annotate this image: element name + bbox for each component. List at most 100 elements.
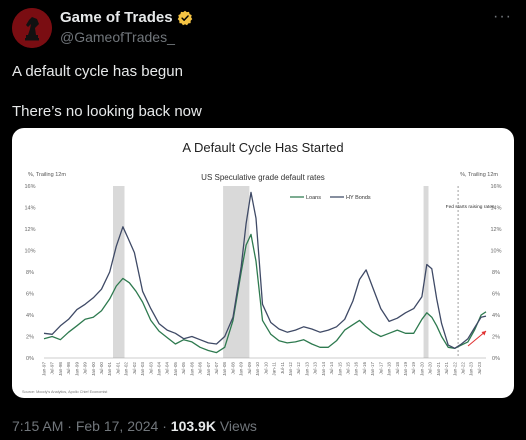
- x-tick-label: Jul-22: [460, 362, 465, 375]
- legend: Loans HY Bonds: [290, 195, 371, 201]
- x-tick-label: Jul-06: [198, 362, 203, 375]
- y-tick-label-right: 14%: [490, 206, 501, 212]
- x-tick-label: Jan-15: [337, 362, 342, 376]
- y-tick-label-right: 16%: [490, 184, 501, 190]
- recession-band: [113, 186, 125, 358]
- left-axis-label: %, Trailing 12m: [28, 172, 66, 178]
- views-label: Views: [219, 418, 257, 434]
- legend-loans-label: Loans: [306, 195, 321, 201]
- author-handle[interactable]: @GameofTrades_: [60, 29, 175, 45]
- y-tick-label-right: 2%: [492, 335, 500, 341]
- y-tick-label-right: 6%: [492, 292, 500, 298]
- y-tick-label-right: 12%: [490, 227, 501, 233]
- y-tick-label-left: 2%: [26, 335, 34, 341]
- x-tick-label: Jul-97: [50, 362, 55, 375]
- x-tick-label: Jul-15: [345, 362, 350, 375]
- trend-arrow-head: [481, 331, 486, 336]
- x-axis-ticks: Jan-97 Jul-97 Jan-98 Jul-98 Jan-99 Jul-99 Jan-…: [42, 362, 482, 376]
- x-tick-label: Jan-20: [419, 362, 424, 376]
- y-tick-label-left: 12%: [24, 227, 35, 233]
- x-tick-label: Jul-11: [280, 362, 285, 375]
- tweet-text-line: A default cycle has begun: [12, 63, 183, 80]
- x-tick-label: Jan-03: [140, 362, 145, 376]
- x-tick-label: Jan-23: [469, 362, 474, 376]
- x-tick-label: Jan-16: [354, 362, 359, 376]
- y-tick-label-left: 4%: [26, 313, 34, 319]
- avatar[interactable]: [12, 8, 52, 48]
- x-tick-label: Jan-07: [206, 362, 211, 376]
- meta-separator: ·: [67, 418, 72, 434]
- views-count[interactable]: 103.9K: [170, 418, 216, 434]
- series-line-loans: [43, 233, 487, 354]
- x-tick-label: Jul-08: [230, 362, 235, 375]
- x-tick-label: Jul-12: [296, 362, 301, 375]
- chess-knight-logo-icon: [12, 8, 52, 48]
- x-tick-label: Jan-04: [157, 362, 162, 376]
- x-tick-label: Jan-11: [272, 362, 277, 376]
- x-tick-label: Jan-10: [255, 362, 260, 376]
- y-axis-ticks: 0% 0% 2% 2% 4% 4% 6% 6% 8% 8% 10% 10% 12% 12% 14% 14% 16…: [24, 184, 501, 362]
- x-tick-label: Jan-19: [403, 362, 408, 376]
- x-tick-label: Jul-18: [395, 362, 400, 375]
- y-tick-label-left: 14%: [24, 206, 35, 212]
- x-tick-label: Jul-02: [132, 362, 137, 375]
- meta-separator: ·: [162, 418, 167, 434]
- x-tick-label: Jul-23: [477, 362, 482, 375]
- x-tick-label: Jul-14: [329, 362, 334, 375]
- x-tick-label: Jul-21: [444, 362, 449, 375]
- x-tick-label: Jul-05: [181, 362, 186, 375]
- x-tick-label: Jan-05: [173, 362, 178, 376]
- tweet-meta: 7:15 AM · Feb 17, 2024 · 103.9K Views: [12, 418, 257, 434]
- x-tick-label: Jan-00: [91, 362, 96, 376]
- x-tick-label: Jan-21: [436, 362, 441, 376]
- tweet-date[interactable]: Feb 17, 2024: [75, 418, 159, 434]
- verified-badge-icon: [177, 10, 192, 25]
- x-tick-label: Jan-99: [74, 362, 79, 376]
- x-tick-label: Jul-09: [247, 362, 252, 375]
- x-tick-label: Jan-09: [239, 362, 244, 376]
- chart-source: Source: Moody's Analytics, Apollo Chief …: [22, 390, 108, 394]
- y-tick-label-left: 6%: [26, 292, 34, 298]
- x-tick-label: Jan-14: [321, 362, 326, 376]
- series-line-hy-bonds: [43, 191, 487, 349]
- x-tick-label: Jul-17: [378, 362, 383, 375]
- x-tick-label: Jan-06: [189, 362, 194, 376]
- more-options-icon[interactable]: ···: [493, 8, 512, 25]
- y-tick-label-left: 16%: [24, 184, 35, 190]
- x-tick-label: Jul-07: [214, 362, 219, 375]
- default-rate-chart: A Default Cycle Has Started US Speculati…: [22, 140, 502, 394]
- tweet-text-line: There’s no looking back now: [12, 103, 202, 120]
- x-tick-label: Jul-98: [66, 362, 71, 375]
- y-tick-label-left: 8%: [26, 270, 34, 276]
- right-axis-label: %, Trailing 12m: [460, 172, 498, 178]
- series-lines: [43, 191, 487, 354]
- fed-annotation: Fed starts raising rates: [446, 204, 495, 210]
- x-tick-label: Jul-00: [99, 362, 104, 375]
- tweet-text: A default cycle has begun There’s no loo…: [12, 62, 202, 122]
- x-tick-label: Jan-22: [452, 362, 457, 376]
- y-tick-label-left: 0%: [26, 356, 34, 362]
- chart-image-card[interactable]: A Default Cycle Has Started US Speculati…: [12, 128, 514, 398]
- author-name-row[interactable]: Game of Trades: [60, 9, 193, 26]
- x-tick-label: Jul-20: [428, 362, 433, 375]
- x-tick-label: Jul-01: [115, 362, 120, 375]
- x-tick-label: Jan-08: [222, 362, 227, 376]
- x-tick-label: Jul-19: [411, 362, 416, 375]
- chart-subtitle: US Speculative grade default rates: [201, 173, 325, 182]
- x-tick-label: Jan-13: [304, 362, 309, 376]
- x-tick-label: Jul-13: [313, 362, 318, 375]
- y-tick-label-right: 10%: [490, 249, 501, 255]
- y-tick-label-left: 10%: [24, 249, 35, 255]
- x-tick-label: Jan-98: [58, 362, 63, 376]
- chart-title: A Default Cycle Has Started: [182, 140, 343, 155]
- author-name[interactable]: Game of Trades: [60, 9, 173, 26]
- tweet-time[interactable]: 7:15 AM: [12, 418, 64, 434]
- y-tick-label-right: 0%: [492, 356, 500, 362]
- x-tick-label: Jul-16: [362, 362, 367, 375]
- x-tick-label: Jan-17: [370, 362, 375, 376]
- x-tick-label: Jul-03: [148, 362, 153, 375]
- x-tick-label: Jul-99: [83, 362, 88, 375]
- x-tick-label: Jan-01: [107, 362, 112, 376]
- x-tick-label: Jan-02: [124, 362, 129, 376]
- y-tick-label-right: 4%: [492, 313, 500, 319]
